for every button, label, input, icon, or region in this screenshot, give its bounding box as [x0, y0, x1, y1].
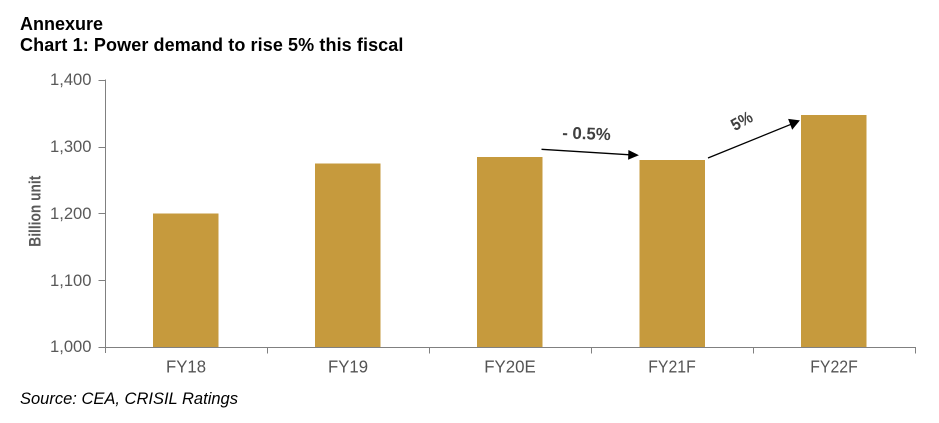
svg-text:5%: 5%	[728, 107, 756, 134]
svg-text:FY21F: FY21F	[648, 357, 696, 377]
svg-text:1,000: 1,000	[50, 338, 92, 356]
svg-text:FY19: FY19	[328, 357, 368, 377]
svg-text:FY20E: FY20E	[484, 357, 536, 377]
svg-text:- 0.5%: - 0.5%	[562, 123, 611, 144]
svg-text:1,400: 1,400	[50, 71, 92, 89]
svg-text:1,100: 1,100	[50, 272, 92, 290]
svg-text:FY22F: FY22F	[810, 357, 858, 377]
svg-text:1,300: 1,300	[50, 138, 92, 156]
svg-text:1,200: 1,200	[50, 205, 92, 223]
svg-text:FY18: FY18	[166, 357, 206, 377]
svg-text:Billion unit: Billion unit	[26, 175, 45, 246]
